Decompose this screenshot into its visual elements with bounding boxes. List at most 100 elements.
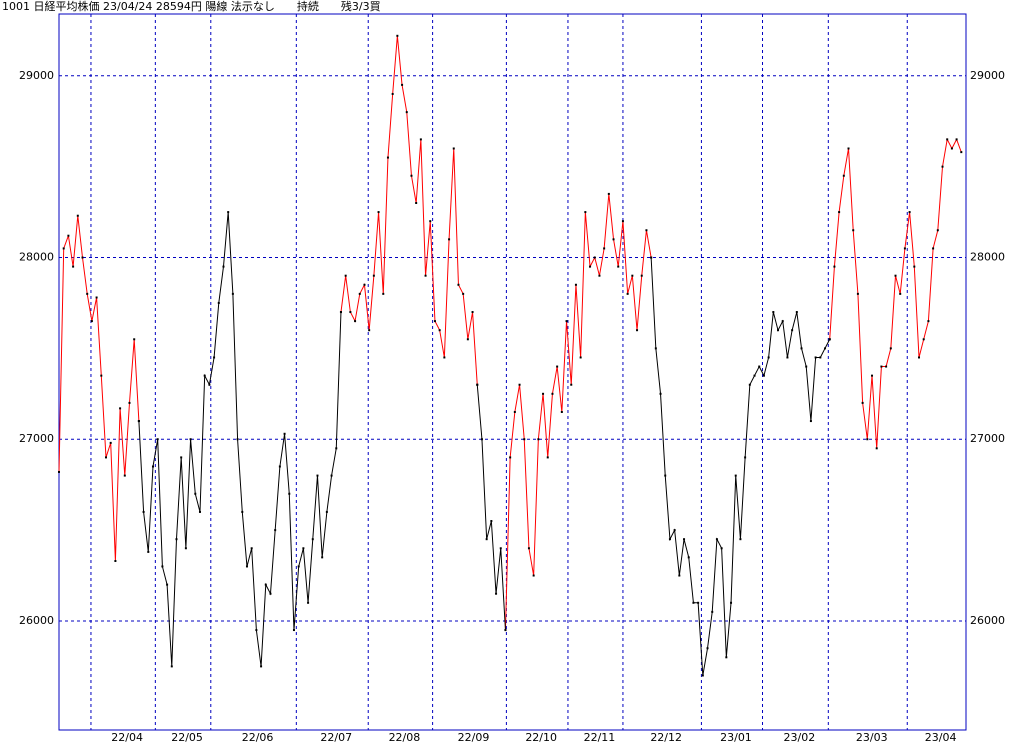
x-tick-label: 23/01 — [720, 731, 752, 744]
point — [448, 238, 451, 241]
point — [598, 274, 601, 277]
point — [584, 211, 587, 214]
point — [697, 601, 700, 604]
point — [382, 292, 385, 295]
point — [603, 247, 606, 250]
point — [852, 229, 855, 232]
x-tick-label: 22/06 — [242, 731, 274, 744]
point — [438, 329, 441, 332]
point — [673, 529, 676, 532]
point — [368, 329, 371, 332]
point — [523, 438, 526, 441]
point — [236, 438, 239, 441]
point — [151, 465, 154, 468]
point — [711, 610, 714, 613]
point — [128, 401, 131, 404]
point — [636, 329, 639, 332]
point — [762, 374, 765, 377]
point — [81, 256, 84, 259]
point — [184, 547, 187, 550]
point — [274, 529, 277, 532]
x-tick-label: 22/09 — [458, 731, 490, 744]
point — [377, 211, 380, 214]
x-tick-label: 23/02 — [784, 731, 816, 744]
point — [480, 438, 483, 441]
point — [58, 470, 60, 473]
point — [490, 520, 493, 523]
point — [518, 383, 521, 386]
point — [100, 374, 103, 377]
point — [67, 234, 70, 237]
point — [415, 201, 418, 204]
point — [875, 447, 878, 450]
x-tick-label: 22/10 — [525, 731, 557, 744]
point — [292, 629, 295, 632]
point — [537, 438, 540, 441]
point — [560, 410, 563, 413]
point — [720, 547, 723, 550]
y-tick-label: 27000 — [19, 432, 54, 445]
point — [452, 147, 455, 150]
point — [133, 338, 136, 341]
y-tick-label: 28000 — [19, 251, 54, 264]
point — [589, 265, 592, 268]
y-tick-label-right: 28000 — [970, 251, 1005, 264]
point — [880, 365, 883, 368]
point — [631, 274, 634, 277]
point — [805, 365, 808, 368]
point — [189, 438, 192, 441]
point — [941, 165, 944, 168]
point — [617, 265, 620, 268]
point — [504, 629, 507, 632]
point — [424, 274, 427, 277]
point — [565, 320, 568, 323]
x-tick-label: 22/05 — [171, 731, 203, 744]
y-tick-label: 29000 — [19, 69, 54, 82]
point — [706, 647, 709, 650]
x-tick-label: 23/03 — [856, 731, 888, 744]
point — [809, 420, 812, 423]
point — [462, 292, 465, 295]
point — [123, 474, 126, 477]
point — [654, 347, 657, 350]
point — [344, 274, 347, 277]
point — [795, 311, 798, 314]
point — [950, 147, 953, 150]
point — [640, 274, 643, 277]
point — [842, 174, 845, 177]
point — [307, 601, 310, 604]
point — [730, 601, 733, 604]
plot-frame — [58, 13, 967, 731]
line — [504, 193, 652, 631]
point — [269, 592, 272, 595]
point — [147, 550, 150, 553]
point — [692, 601, 695, 604]
point — [946, 138, 949, 141]
point — [838, 211, 841, 214]
point — [885, 365, 888, 368]
point — [476, 383, 479, 386]
point — [302, 547, 305, 550]
point — [354, 320, 357, 323]
chart-title: 1001 日経平均株価 23/04/24 28594円 陽線 法示なし 持続 残… — [2, 0, 381, 13]
point — [932, 247, 935, 250]
point — [95, 296, 98, 299]
point — [485, 538, 488, 541]
point — [264, 583, 267, 586]
point — [626, 292, 629, 295]
point — [645, 229, 648, 232]
point — [899, 292, 902, 295]
point — [593, 256, 596, 259]
point — [471, 311, 474, 314]
point — [222, 265, 225, 268]
point — [311, 538, 314, 541]
point — [664, 474, 667, 477]
point — [687, 556, 690, 559]
point — [889, 347, 892, 350]
point — [213, 356, 216, 359]
point — [659, 392, 662, 395]
y-tick-label-right: 26000 — [970, 614, 1005, 627]
point — [166, 583, 169, 586]
point — [725, 656, 728, 659]
point — [527, 547, 530, 550]
